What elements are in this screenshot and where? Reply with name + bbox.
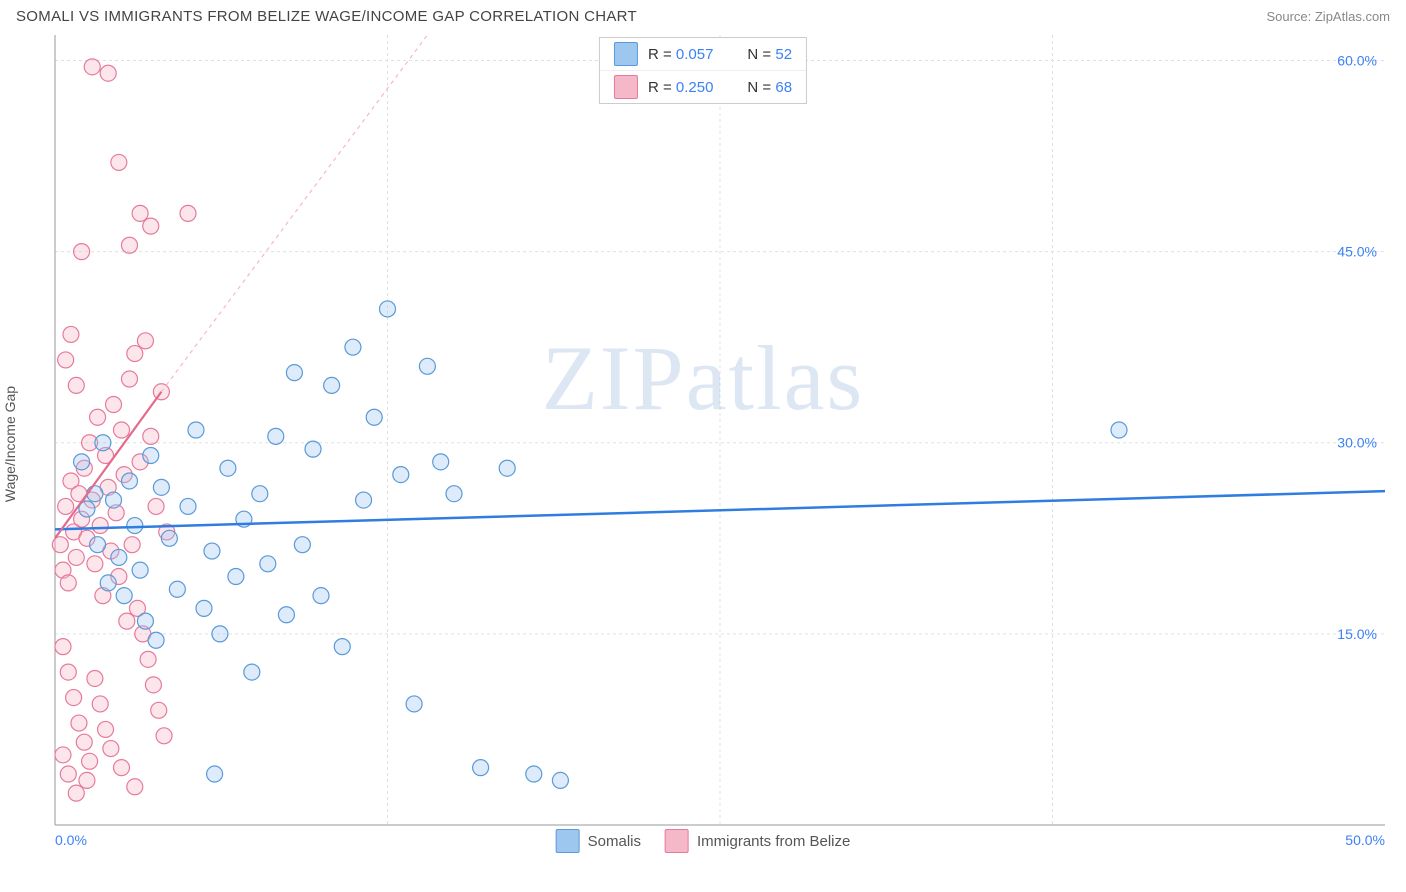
- stat-r-label: R = 0.057: [648, 46, 713, 63]
- stat-r-label: R = 0.250: [648, 79, 713, 96]
- stat-n-label: N = 52: [747, 46, 792, 63]
- legend-label: Immigrants from Belize: [697, 833, 850, 850]
- svg-text:30.0%: 30.0%: [1337, 435, 1377, 451]
- legend-swatch: [665, 829, 689, 853]
- chart-source: Source: ZipAtlas.com: [1266, 9, 1390, 24]
- svg-text:15.0%: 15.0%: [1337, 626, 1377, 642]
- legend-swatch: [614, 42, 638, 66]
- legend-swatch: [614, 75, 638, 99]
- series-legend: Somalis Immigrants from Belize: [556, 825, 851, 859]
- y-axis-label: Wage/Income Gap: [2, 386, 18, 502]
- svg-text:50.0%: 50.0%: [1345, 832, 1385, 848]
- scatter-chart: 15.0% 30.0% 45.0% 60.0% 0.0% 50.0%: [0, 29, 1406, 859]
- stats-legend-row: R = 0.057 N = 52: [600, 38, 806, 70]
- chart-header: SOMALI VS IMMIGRANTS FROM BELIZE WAGE/IN…: [0, 0, 1406, 29]
- legend-item: Immigrants from Belize: [665, 829, 850, 853]
- legend-item: Somalis: [556, 829, 641, 853]
- stats-legend-row: R = 0.250 N = 68: [600, 70, 806, 103]
- chart-container: Wage/Income Gap ZIPatlas R = 0.057N = 52…: [0, 29, 1406, 859]
- svg-text:0.0%: 0.0%: [55, 832, 87, 848]
- legend-label: Somalis: [588, 833, 641, 850]
- stats-legend: R = 0.057 N = 52 R = 0.250 N = 68: [599, 37, 807, 104]
- svg-text:45.0%: 45.0%: [1337, 244, 1377, 260]
- svg-text:60.0%: 60.0%: [1337, 52, 1377, 68]
- legend-swatch: [556, 829, 580, 853]
- stat-n-label: N = 68: [747, 79, 792, 96]
- chart-title: SOMALI VS IMMIGRANTS FROM BELIZE WAGE/IN…: [16, 8, 637, 25]
